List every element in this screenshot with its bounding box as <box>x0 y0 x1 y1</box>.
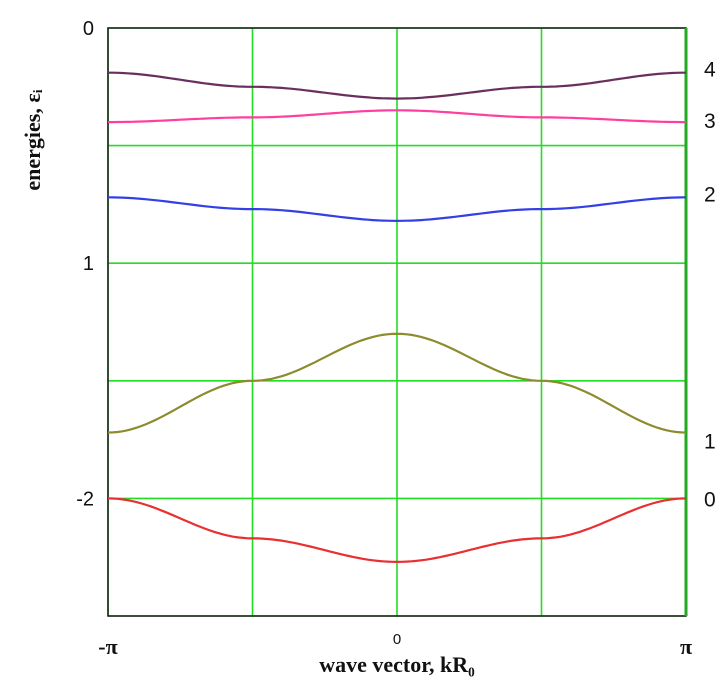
y-tick-label: -2 <box>76 488 94 510</box>
band-label-4: 4 <box>704 59 716 82</box>
tick-labels: 0 1 -2 -π 0 π <box>76 18 692 659</box>
band-label-2: 2 <box>704 183 716 206</box>
grid-lines <box>107 27 687 617</box>
band-label-1: 1 <box>704 431 716 454</box>
series-line-band-1 <box>107 332 687 434</box>
x-tick-label: -π <box>98 634 117 659</box>
series-line-band-3 <box>108 109 686 124</box>
x-tick-label: 0 <box>393 631 401 648</box>
x-tick-label: π <box>680 634 692 659</box>
band-label-3: 3 <box>704 110 716 133</box>
series-line-band-4 <box>108 71 686 100</box>
y-tick-label: 1 <box>83 253 94 275</box>
series-line-band-2 <box>107 196 687 223</box>
x-axis-title: wave vector, kR₀ <box>319 652 475 677</box>
band-label-0: 0 <box>704 488 716 511</box>
y-axis-title: energies, εᵢ <box>20 89 45 190</box>
series-group <box>107 71 687 564</box>
band-labels: 4 3 2 1 0 <box>704 59 716 512</box>
y-tick-label: 0 <box>83 18 94 40</box>
